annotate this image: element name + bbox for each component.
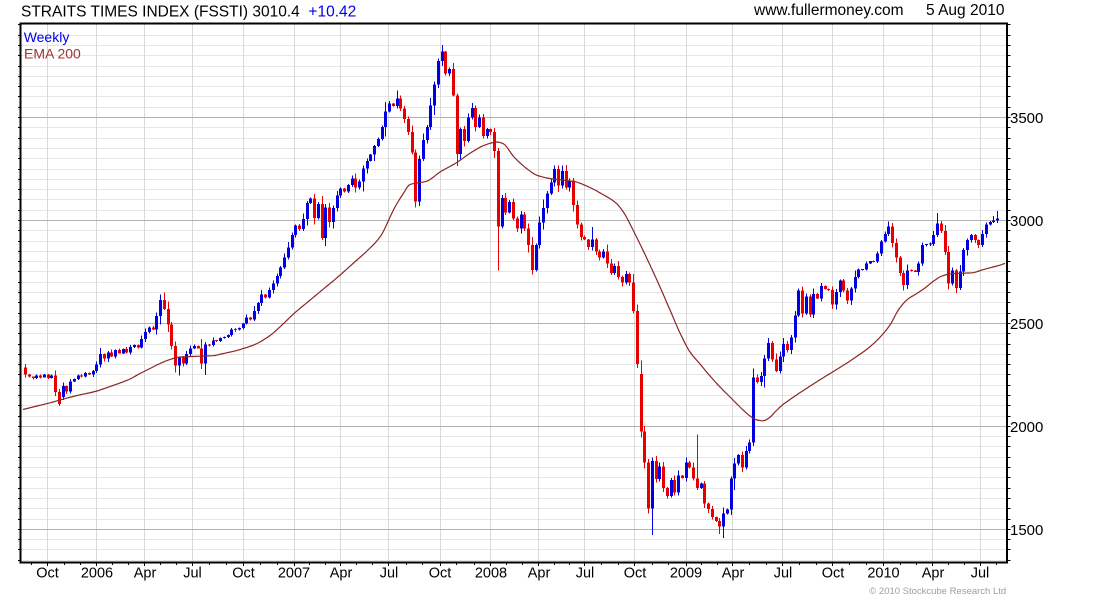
svg-text:Jul: Jul <box>971 566 990 582</box>
svg-text:© 2010 Stockcube Research Ltd: © 2010 Stockcube Research Ltd <box>869 586 1006 597</box>
svg-text:Apr: Apr <box>922 566 945 582</box>
svg-text:EMA 200: EMA 200 <box>24 46 81 62</box>
svg-text:www.fullermoney.com: www.fullermoney.com <box>753 2 904 19</box>
svg-text:1500: 1500 <box>1010 522 1043 539</box>
svg-text:2009: 2009 <box>670 566 702 582</box>
svg-text:Weekly: Weekly <box>24 29 70 45</box>
svg-text:Oct: Oct <box>624 566 647 582</box>
svg-text:Jul: Jul <box>183 566 202 582</box>
svg-text:Oct: Oct <box>232 566 255 582</box>
svg-text:2000: 2000 <box>1010 419 1043 436</box>
svg-text:Apr: Apr <box>528 566 551 582</box>
svg-text:2007: 2007 <box>278 566 310 582</box>
svg-text:Oct: Oct <box>822 566 845 582</box>
svg-text:3000: 3000 <box>1010 213 1043 230</box>
svg-text:Jul: Jul <box>774 566 793 582</box>
svg-text:3500: 3500 <box>1010 110 1043 127</box>
svg-text:Jul: Jul <box>576 566 595 582</box>
svg-text:2010: 2010 <box>867 566 899 582</box>
svg-text:2500: 2500 <box>1010 316 1043 333</box>
svg-text:Oct: Oct <box>36 566 59 582</box>
svg-text:Apr: Apr <box>330 566 353 582</box>
svg-text:2008: 2008 <box>475 566 507 582</box>
svg-text:STRAITS TIMES INDEX (FSSTI) 30: STRAITS TIMES INDEX (FSSTI) 3010.4 +10.4… <box>21 3 356 20</box>
svg-text:Oct: Oct <box>429 566 452 582</box>
svg-text:Apr: Apr <box>722 566 745 582</box>
svg-text:Apr: Apr <box>134 566 157 582</box>
svg-text:2006: 2006 <box>81 566 113 582</box>
svg-text:Jul: Jul <box>380 566 399 582</box>
svg-text:5 Aug 2010: 5 Aug 2010 <box>926 2 1005 19</box>
